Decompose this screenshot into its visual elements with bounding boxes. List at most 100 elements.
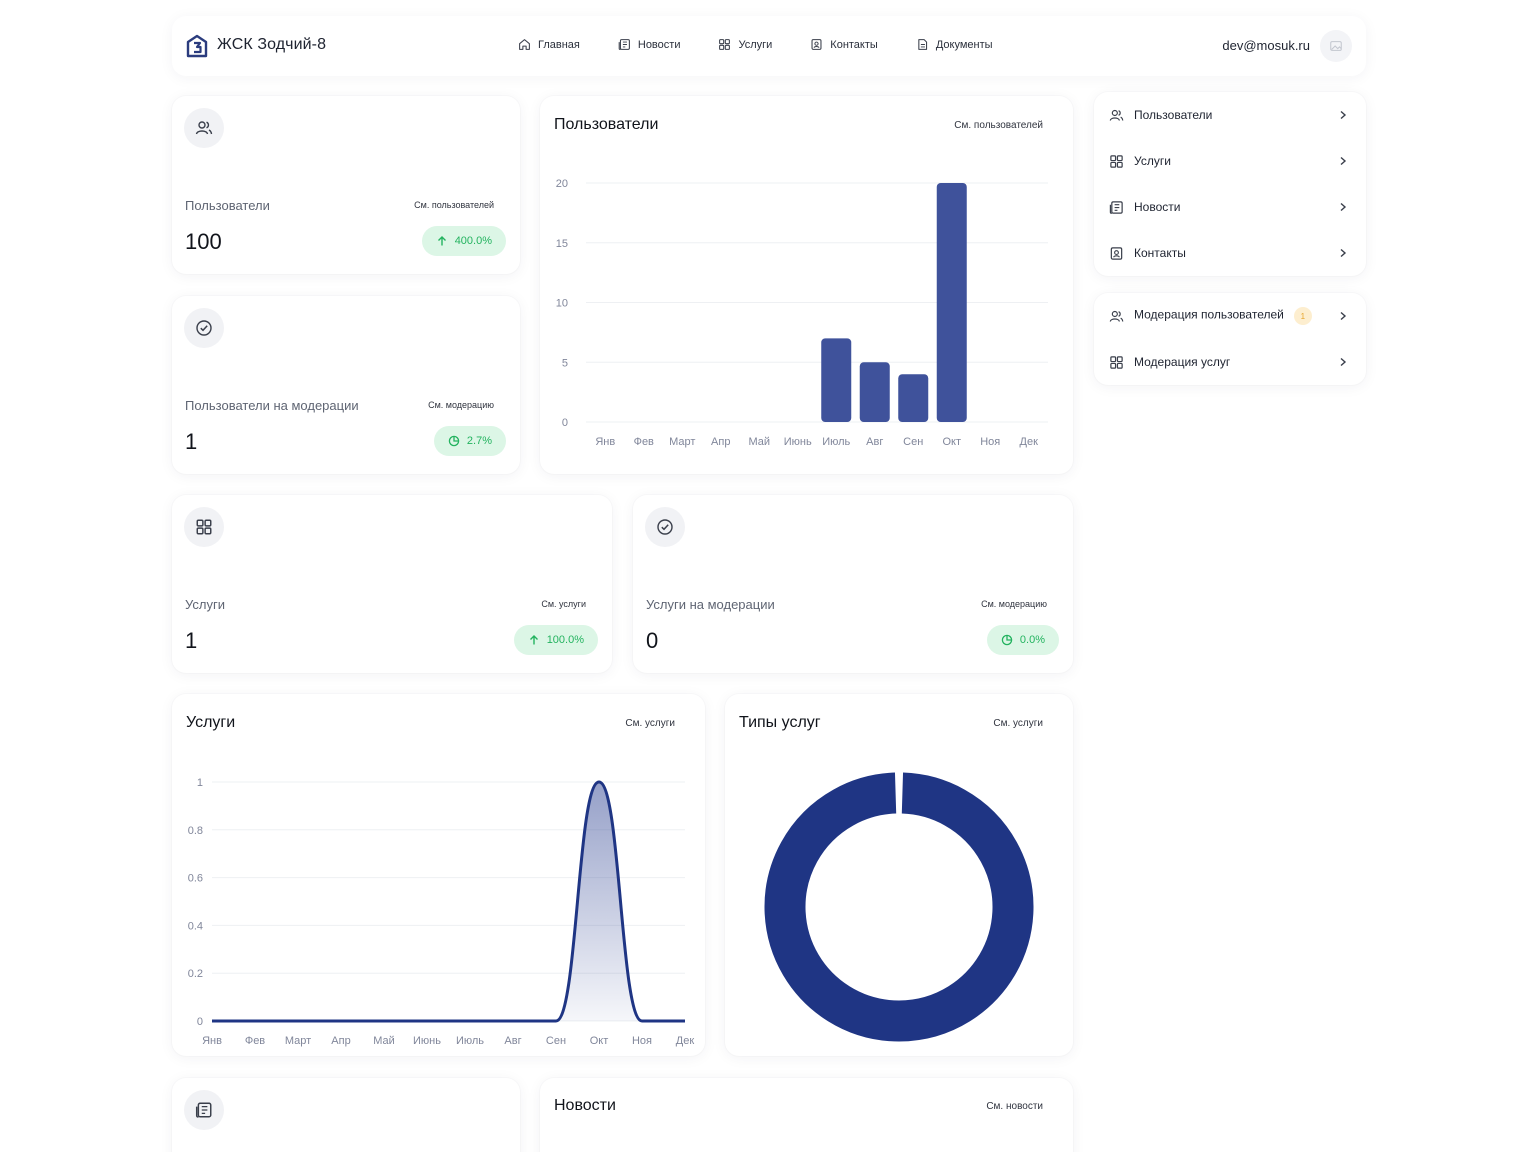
see-news-link[interactable]: См. новости (986, 1101, 1043, 1112)
users-chart-card: Пользователи См. пользователей 0 5 10 15 20 Я… (540, 96, 1073, 474)
avatar[interactable] (1320, 30, 1352, 62)
nav-contacts[interactable]: Контакты (810, 38, 878, 51)
main-nav: Главная Новости Услуги Контакты Документ… (518, 38, 1031, 51)
change-badge: 2.7% (433, 426, 506, 456)
menu-item-label: Модерация услуг (1134, 355, 1231, 369)
check-badge-icon (196, 320, 212, 336)
news-icon (1108, 199, 1124, 215)
document-icon (918, 39, 927, 50)
change-value: 0.0% (1019, 634, 1045, 646)
user-email[interactable]: dev@mosuk.ru (1222, 38, 1310, 53)
stat-icon-wrap (184, 507, 224, 547)
chevron-right-icon (1340, 156, 1347, 166)
see-services-link[interactable]: См. услуги (625, 718, 675, 729)
stat-label: Услуги на модерации (646, 597, 775, 612)
see-users-link[interactable]: См. пользователей (954, 120, 1043, 131)
stat-card-services: Услуги См. услуги 1 100.0% (172, 495, 612, 673)
card-title: Услуги (186, 714, 236, 731)
image-placeholder-icon (1330, 41, 1342, 51)
x-tick-label: Май (748, 436, 770, 448)
chevron-right-icon (1340, 110, 1347, 120)
grid-icon (1108, 153, 1124, 169)
bar (936, 183, 967, 422)
x-tick-label: Авг (866, 436, 883, 448)
x-tick-label: Дек (676, 1035, 695, 1047)
menu-item-users-moderation[interactable]: Модерация пользователей 1 (1094, 293, 1366, 339)
nav-home[interactable]: Главная (518, 38, 580, 51)
x-tick-label: Авг (504, 1035, 521, 1047)
newspaper-icon (195, 1102, 212, 1118)
stat-icon-wrap (184, 308, 224, 348)
y-tick-label: 0.2 (188, 968, 203, 980)
y-tick-label: 10 (556, 298, 568, 310)
stat-icon-wrap (184, 108, 224, 148)
x-tick-label: Ноя (980, 436, 1000, 448)
see-services-link[interactable]: См. услуги (993, 718, 1043, 729)
top-navbar: ЖСК Зодчий-8 Главная Новости Услуги Конт… (172, 16, 1366, 76)
bar (821, 338, 852, 422)
change-badge: 100.0% (513, 625, 598, 655)
menu-item-label: Модерация пользователей 1 (1134, 307, 1312, 325)
stat-card-users-moderation: Пользователи на модерации См. модерацию … (172, 296, 520, 474)
change-value: 400.0% (454, 235, 492, 247)
menu-item-services[interactable]: Услуги (1094, 138, 1366, 184)
change-value: 100.0% (546, 634, 584, 646)
stat-value: 0 (646, 628, 659, 653)
x-tick-label: Апр (711, 436, 730, 448)
x-tick-label: Дек (1020, 436, 1039, 448)
contact-icon (811, 39, 822, 50)
x-tick-label: Май (373, 1035, 395, 1047)
stat-card-news (172, 1078, 520, 1152)
menu-item-users[interactable]: Пользователи (1094, 92, 1366, 138)
stat-value: 1 (185, 628, 198, 653)
x-tick-label: Июнь (413, 1035, 441, 1047)
home-icon (519, 39, 530, 50)
card-title: Типы услуг (739, 714, 821, 731)
y-tick-label: 0 (562, 417, 568, 429)
x-tick-label: Июнь (784, 436, 812, 448)
x-tick-label: Июль (456, 1035, 484, 1047)
logo-icon[interactable] (186, 34, 208, 58)
menu-item-services-moderation[interactable]: Модерация услуг (1094, 339, 1366, 385)
nav-documents-label: Документы (935, 38, 993, 51)
bar (859, 362, 890, 422)
chevron-right-icon (1340, 357, 1347, 367)
services-area-chart: 0 0.2 0.4 0.6 0.8 1 Янв Фев Март Апр Май Июнь Июль Ав… (188, 777, 695, 1047)
menu-item-label: Новости (1134, 200, 1181, 214)
menu-item-news[interactable]: Новости (1094, 184, 1366, 230)
brand-name[interactable]: ЖСК Зодчий-8 (217, 36, 327, 53)
nav-news[interactable]: Новости (618, 38, 680, 51)
stat-card-services-moderation: Услуги на модерации См. модерацию 0 0.0% (633, 495, 1073, 673)
users-icon (1108, 107, 1124, 123)
see-moderation-link[interactable]: См. модерацию (428, 400, 494, 410)
menu-item-text: Модерация пользователей (1134, 307, 1284, 322)
x-tick-label: Фев (245, 1035, 265, 1047)
nav-services[interactable]: Услуги (718, 38, 772, 51)
stat-card-users: Пользователи См. пользователей 100 400.0… (172, 96, 520, 274)
services-chart-card: Услуги См. услуги 0 0.2 0.4 0.6 0.8 1 Янв Фев Ма… (172, 694, 705, 1056)
nav-contacts-label: Контакты (830, 38, 878, 51)
y-tick-label: 1 (197, 777, 203, 789)
change-badge: 400.0% (421, 226, 506, 256)
users-icon (195, 121, 213, 135)
grid-icon (719, 39, 731, 50)
see-moderation-link[interactable]: См. модерацию (981, 599, 1047, 609)
y-tick-label: 15 (556, 238, 568, 250)
x-tick-label: Окт (590, 1035, 609, 1047)
stat-icon-wrap (184, 1090, 224, 1130)
see-users-link[interactable]: См. пользователей (414, 200, 494, 210)
see-services-link[interactable]: См. услуги (541, 599, 586, 609)
x-tick-label: Март (669, 436, 695, 448)
pie-icon (448, 435, 460, 447)
nav-documents[interactable]: Документы (916, 38, 993, 51)
grid-icon (1108, 354, 1124, 370)
menu-item-contacts[interactable]: Контакты (1094, 230, 1366, 276)
menu-item-label: Контакты (1134, 246, 1186, 260)
service-types-card: Типы услуг См. услуги (725, 694, 1073, 1056)
x-tick-label: Янв (202, 1035, 222, 1047)
x-tick-label: Ноя (632, 1035, 652, 1047)
x-tick-label: Сен (903, 436, 923, 448)
side-menu-moderation: Модерация пользователей 1 Модерация услуг (1094, 293, 1366, 385)
stat-value: 1 (185, 429, 198, 454)
x-tick-label: Сен (546, 1035, 566, 1047)
